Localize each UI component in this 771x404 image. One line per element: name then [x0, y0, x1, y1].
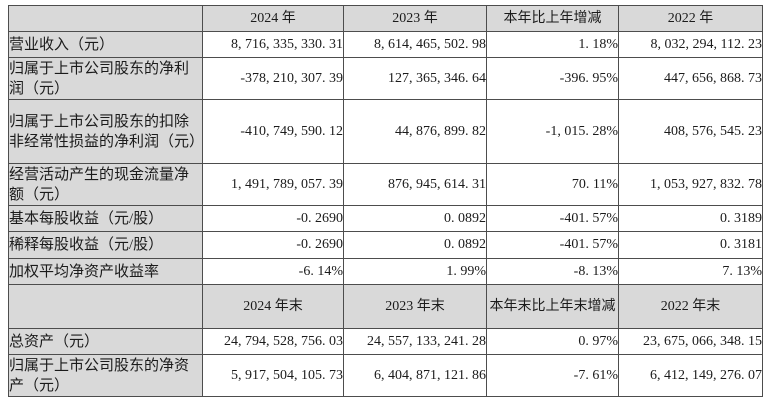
cell-value: 8, 716, 335, 330. 31	[202, 31, 344, 58]
table-row-operating-cash-flow: 经营活动产生的现金流量净额（元） 1, 491, 789, 057. 39 87…	[8, 163, 763, 206]
col-header-2023: 2023 年	[343, 5, 487, 32]
cell-value: 8, 614, 465, 502. 98	[343, 31, 487, 58]
cell-value: 44, 876, 899. 82	[343, 99, 487, 164]
table-row-weighted-avg-roe: 加权平均净资产收益率 -6. 14% 1. 99% -8. 13% 7. 13%	[8, 258, 763, 285]
cell-value: 1, 491, 789, 057. 39	[202, 163, 344, 206]
cell-value: 0. 0892	[343, 231, 487, 259]
cell-value: 1. 18%	[486, 31, 619, 58]
cell-value: 6, 412, 149, 276. 07	[618, 354, 763, 397]
row-label: 稀释每股收益（元/股）	[8, 231, 203, 259]
row-label: 加权平均净资产收益率	[8, 258, 203, 285]
col-header-2022: 2022 年	[618, 5, 763, 32]
cell-value: -401. 57%	[486, 205, 619, 232]
row-label: 归属于上市公司股东的扣除非经常性损益的净利润（元）	[8, 99, 203, 164]
table-row-net-profit: 归属于上市公司股东的净利润（元） -378, 210, 307. 39 127,…	[8, 57, 763, 100]
cell-value: 0. 97%	[486, 328, 619, 355]
cell-value: 1, 053, 927, 832. 78	[618, 163, 763, 206]
cell-value: 24, 794, 528, 756. 03	[202, 328, 344, 355]
header-row-period-end: 2024 年末 2023 年末 本年末比上年末增减 2022 年末	[8, 284, 763, 329]
col-header-2024-end: 2024 年末	[202, 284, 344, 329]
cell-value: 8, 032, 294, 112. 23	[618, 31, 763, 58]
row-label: 归属于上市公司股东的净利润（元）	[8, 57, 203, 100]
col-header-2022-end: 2022 年末	[618, 284, 763, 329]
cell-value: 0. 0892	[343, 205, 487, 232]
table-row-basic-eps: 基本每股收益（元/股） -0. 2690 0. 0892 -401. 57% 0…	[8, 205, 763, 232]
row-label: 总资产（元）	[8, 328, 203, 355]
col-header-yoy-change: 本年比上年增减	[486, 5, 619, 32]
header-row-annual: 2024 年 2023 年 本年比上年增减 2022 年	[8, 5, 763, 32]
cell-value: 127, 365, 346. 64	[343, 57, 487, 100]
cell-value: 408, 576, 545. 23	[618, 99, 763, 164]
cell-value: -7. 61%	[486, 354, 619, 397]
row-label: 归属于上市公司股东的净资产（元）	[8, 354, 203, 397]
corner-cell	[8, 5, 203, 32]
cell-value: -1, 015. 28%	[486, 99, 619, 164]
cell-value: -410, 749, 590. 12	[202, 99, 344, 164]
cell-value: -0. 2690	[202, 205, 344, 232]
cell-value: 5, 917, 504, 105. 73	[202, 354, 344, 397]
cell-value: 6, 404, 871, 121. 86	[343, 354, 487, 397]
cell-value: 876, 945, 614. 31	[343, 163, 487, 206]
table-row-diluted-eps: 稀释每股收益（元/股） -0. 2690 0. 0892 -401. 57% 0…	[8, 231, 763, 259]
table-row-revenue: 营业收入（元） 8, 716, 335, 330. 31 8, 614, 465…	[8, 31, 763, 58]
row-label: 基本每股收益（元/股）	[8, 205, 203, 232]
cell-value: 70. 11%	[486, 163, 619, 206]
cell-value: 0. 3181	[618, 231, 763, 259]
cell-value: 447, 656, 868. 73	[618, 57, 763, 100]
cell-value: -401. 57%	[486, 231, 619, 259]
cell-value: 1. 99%	[343, 258, 487, 285]
row-label: 经营活动产生的现金流量净额（元）	[8, 163, 203, 206]
cell-value: 23, 675, 066, 348. 15	[618, 328, 763, 355]
table-row-total-assets: 总资产（元） 24, 794, 528, 756. 03 24, 557, 13…	[8, 328, 763, 355]
cell-value: -396. 95%	[486, 57, 619, 100]
cell-value: 7. 13%	[618, 258, 763, 285]
table-row-net-assets: 归属于上市公司股东的净资产（元） 5, 917, 504, 105. 73 6,…	[8, 354, 763, 397]
cell-value: -378, 210, 307. 39	[202, 57, 344, 100]
financial-summary-table: 2024 年 2023 年 本年比上年增减 2022 年 营业收入（元） 8, …	[8, 5, 763, 397]
col-header-year-end-change: 本年末比上年末增减	[486, 284, 619, 329]
cell-value: -6. 14%	[202, 258, 344, 285]
cell-value: -0. 2690	[202, 231, 344, 259]
col-header-2023-end: 2023 年末	[343, 284, 487, 329]
cell-value: 24, 557, 133, 241. 28	[343, 328, 487, 355]
cell-value: 0. 3189	[618, 205, 763, 232]
table-row-net-profit-excl-nonrecurring: 归属于上市公司股东的扣除非经常性损益的净利润（元） -410, 749, 590…	[8, 99, 763, 164]
row-label: 营业收入（元）	[8, 31, 203, 58]
cell-value: -8. 13%	[486, 258, 619, 285]
col-header-2024: 2024 年	[202, 5, 344, 32]
corner-cell	[8, 284, 203, 329]
